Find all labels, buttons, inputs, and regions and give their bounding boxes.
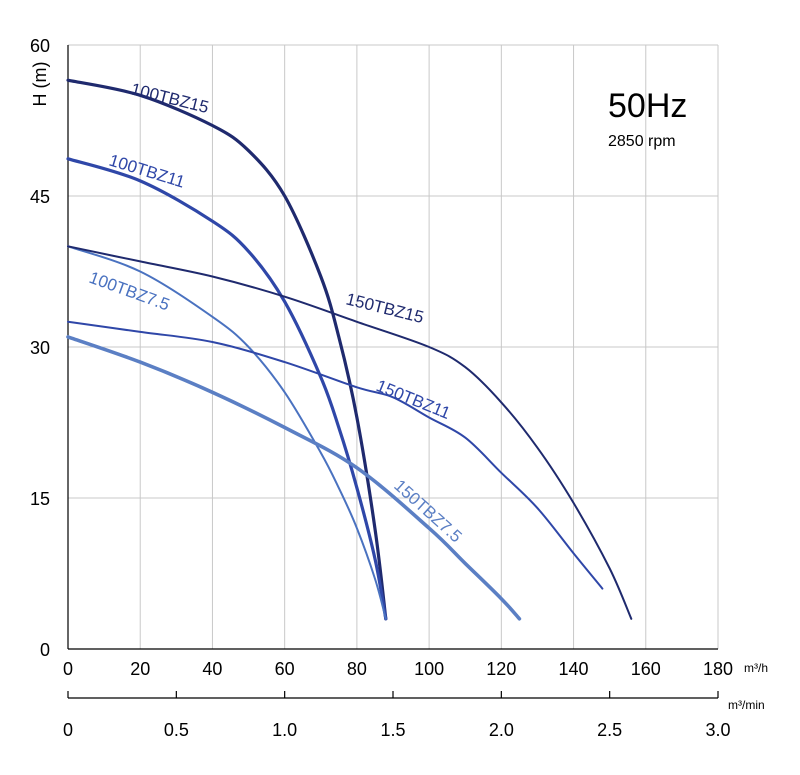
chart-subtitle: 2850 rpm [608, 133, 676, 150]
x2-axis-unit-label: m³/min [728, 698, 765, 712]
series-label-100tbz7-5: 100TBZ7.5 [87, 268, 173, 315]
x-tick-label: 80 [347, 659, 367, 679]
x-axis-unit-label: m³/h [744, 661, 768, 675]
x-tick-label: 120 [486, 659, 516, 679]
series-line-150tbz15 [67, 245, 633, 620]
chart-title: 50Hz [608, 87, 687, 125]
series-line-100tbz7-5 [67, 245, 387, 620]
x2-tick-label: 1.0 [272, 720, 297, 740]
series-label-100tbz15: 100TBZ15 [129, 79, 211, 117]
y-tick-label: 30 [30, 338, 50, 358]
y-tick-label: 0 [40, 640, 50, 660]
x-tick-label: 180 [703, 659, 733, 679]
series-label-150tbz7-5: 150TBZ7.5 [390, 476, 465, 546]
x2-tick-label: 2.0 [489, 720, 514, 740]
series-lines [66, 78, 633, 621]
y-axis-label: H (m) [30, 62, 50, 107]
x-tick-label: 0 [63, 659, 73, 679]
series-line-100tbz15 [66, 78, 388, 621]
x2-tick-label: 1.5 [380, 720, 405, 740]
series-line-150tbz11 [67, 320, 604, 590]
y-tick-label: 45 [30, 187, 50, 207]
axes [67, 45, 719, 699]
x-tick-label: 20 [130, 659, 150, 679]
series-line-150tbz7-5 [66, 335, 522, 621]
x2-tick-label: 0 [63, 720, 73, 740]
x-tick-label: 40 [202, 659, 222, 679]
y-tick-label: 15 [30, 489, 50, 509]
x2-tick-label: 2.5 [597, 720, 622, 740]
x-tick-label: 160 [631, 659, 661, 679]
y-tick-label: 60 [30, 36, 50, 56]
series-line-100tbz11 [66, 157, 388, 621]
x-tick-label: 140 [559, 659, 589, 679]
series-label-150tbz11: 150TBZ11 [374, 376, 454, 423]
x2-tick-label: 0.5 [164, 720, 189, 740]
tick-labels: 0 15 30 45 60 0 20 40 60 80 100 120 140 160 180 0 0.5 1.0… [30, 36, 733, 740]
x2-tick-label: 3.0 [705, 720, 730, 740]
x-tick-label: 60 [275, 659, 295, 679]
x-tick-label: 100 [414, 659, 444, 679]
